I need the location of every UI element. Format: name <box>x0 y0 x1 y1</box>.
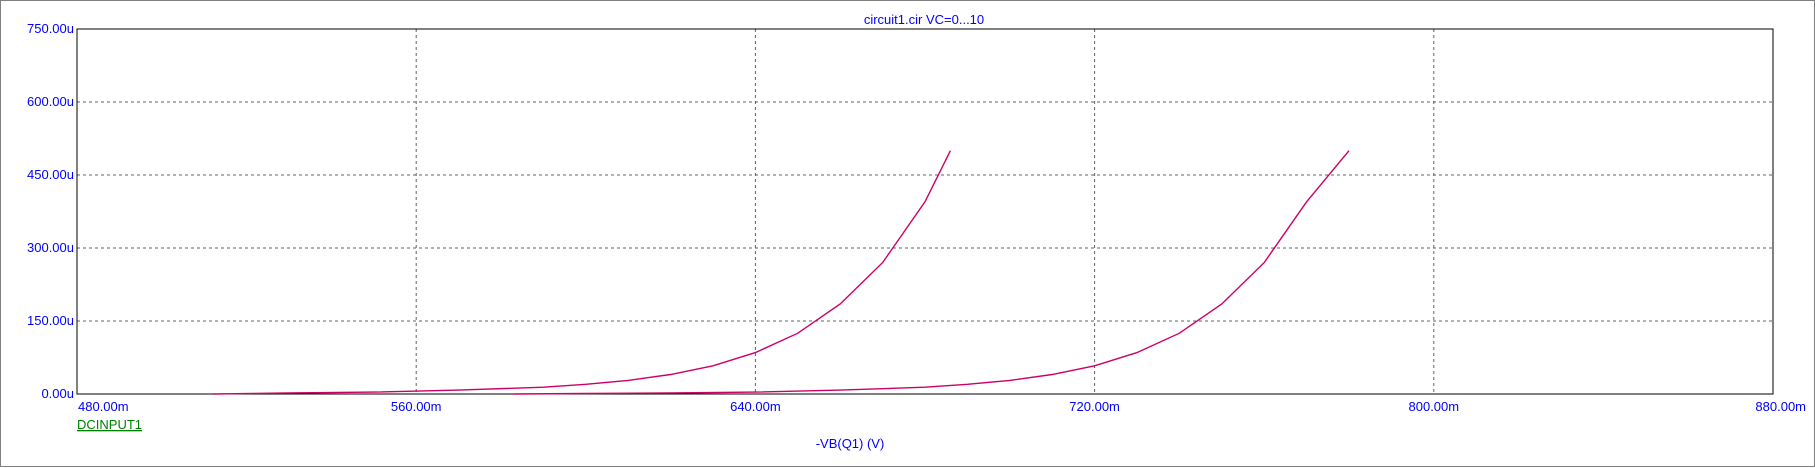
x-tick-label: 880.00m <box>1755 399 1806 414</box>
y-tick-label: 600.00u <box>27 94 74 109</box>
series-line <box>513 150 1350 395</box>
x-tick-label: 560.00m <box>391 399 442 414</box>
plot-area-border <box>76 28 1774 395</box>
x-tick-label: 480.00m <box>78 399 129 414</box>
y-tick-label: 150.00u <box>27 313 74 328</box>
y-tick-label: 450.00u <box>27 167 74 182</box>
x-tick-label: 720.00m <box>1069 399 1120 414</box>
x-tick-label: 800.00m <box>1409 399 1460 414</box>
y-tick-label: 750.00u <box>27 21 74 36</box>
series-line <box>212 150 952 395</box>
x-axis-label: -VB(Q1) (V) <box>816 436 885 451</box>
series-layer <box>212 150 1350 395</box>
y-tick-label: 300.00u <box>27 240 74 255</box>
x-axis-ticks: 480.00m 560.00m 640.00m 720.00m 800.00m 880.0… <box>78 399 1806 414</box>
chart-title: circuit1.cir VC=0...10 <box>864 12 984 27</box>
x-tick-label: 640.00m <box>730 399 781 414</box>
y-axis-ticks: 0.00u 150.00u 300.00u 450.00u 600.00u 750.00u <box>27 21 74 401</box>
legend-label[interactable]: DCINPUT1 <box>77 417 142 432</box>
grid <box>77 29 1773 394</box>
y-tick-label: 0.00u <box>41 386 74 401</box>
